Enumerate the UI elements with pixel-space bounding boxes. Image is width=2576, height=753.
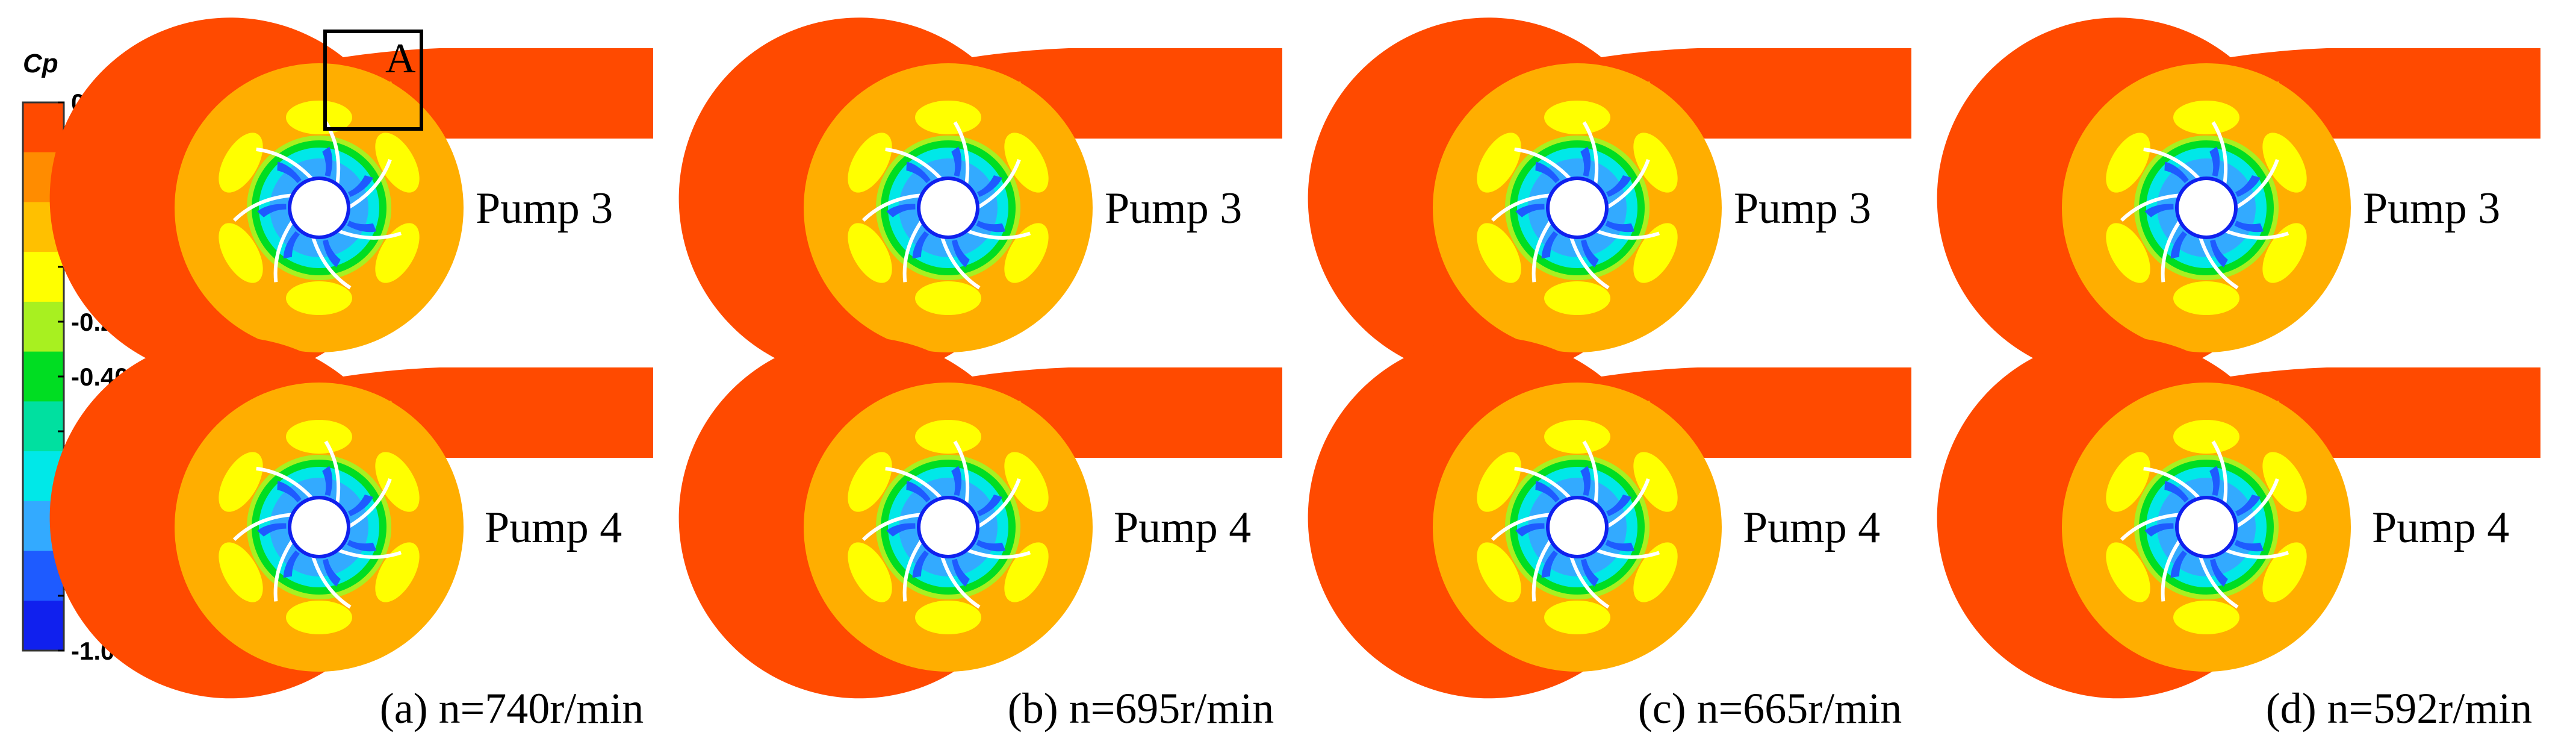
colorbar-swatch [23, 301, 64, 352]
pump-label: Pump 4 [2372, 503, 2509, 552]
annotation-box [323, 30, 423, 131]
colorbar-swatch [23, 252, 64, 302]
panel-caption: (c) n=665r/min [1638, 684, 1902, 733]
annotation-label: A [385, 36, 416, 82]
colorbar-swatch [23, 401, 64, 452]
panel-caption: (d) n=592r/min [2266, 684, 2533, 733]
pump-label: Pump 4 [1743, 503, 1880, 552]
annotation-region-a: A [323, 30, 423, 131]
colorbar-swatch [23, 351, 64, 402]
panel-caption: (a) n=740r/min [380, 684, 644, 733]
panel-caption: (b) n=695r/min [1008, 684, 1274, 733]
pump-label: Pump 4 [1114, 503, 1251, 552]
pump-label: Pump 4 [485, 503, 622, 552]
pump-label: Pump 3 [2363, 184, 2500, 233]
colorbar-swatch [23, 601, 64, 651]
colorbar-title: Cp [23, 49, 58, 78]
pump-label: Pump 3 [1734, 184, 1871, 233]
pump-label: Pump 3 [476, 184, 613, 233]
pump-label: Pump 3 [1105, 184, 1242, 233]
colorbar-swatch [23, 102, 64, 153]
